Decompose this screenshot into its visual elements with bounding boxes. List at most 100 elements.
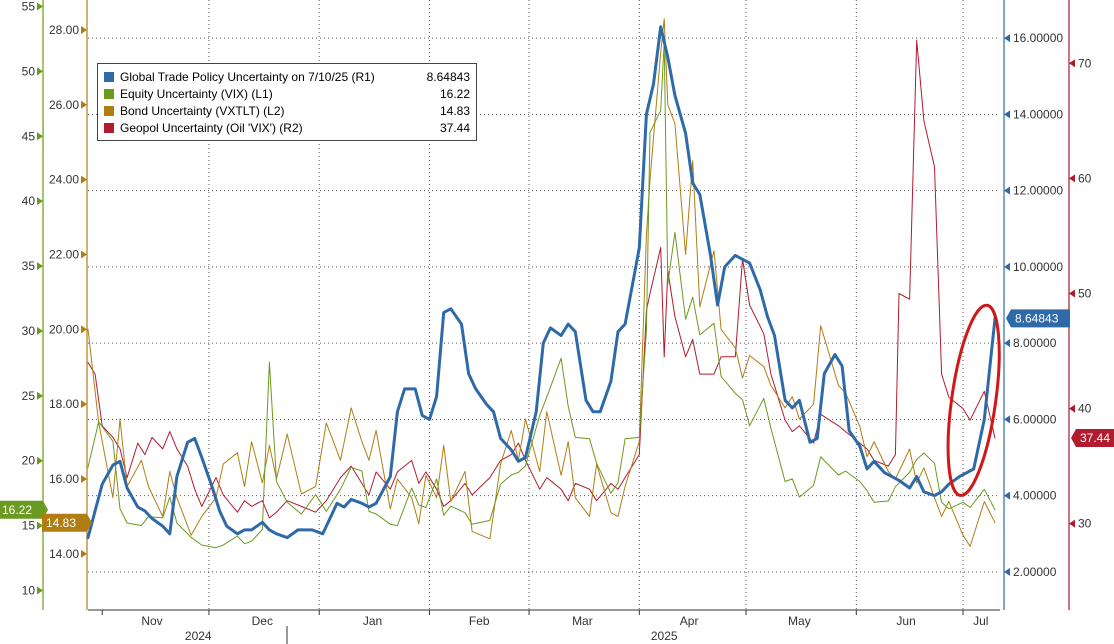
legend-entry: Global Trade Policy Uncertainty on 7/10/… [104,68,470,85]
r1-tick-marker [1004,415,1010,424]
l1-tick-label: 55 [22,0,36,13]
series-lines [86,18,997,549]
l1-tick-marker [37,586,43,595]
r1-tick-label: 14.00000 [1013,107,1063,121]
l2-tick-marker [81,400,87,409]
l1-tick-label: 40 [22,194,36,208]
r2-tick-label: 40 [1078,402,1092,416]
l1-tick-label: 50 [22,64,36,78]
r2-tick-marker [1069,289,1075,298]
x-tick-label: Mar [572,614,593,628]
l1-tick-marker [37,456,43,465]
r1-tick-label: 16.00000 [1013,31,1063,45]
legend-entry: Equity Uncertainty (VIX) (L1) 16.22 [104,85,470,102]
l1-tick-marker [37,391,43,400]
x-tick-label: May [788,614,811,628]
series-vxtlt-line [87,18,996,547]
series-oil-vix-line [87,39,996,519]
legend-label: Geopol Uncertainty (Oil 'VIX') (R2) [120,120,303,135]
r1-tick-label: 4.00000 [1013,489,1057,503]
legend-value: 14.83 [439,103,470,118]
l1-tick-label: 30 [22,324,36,338]
l2-tick-label: 28.00 [49,23,79,37]
r1-tick-marker [1004,110,1010,119]
l1-tick-marker [37,2,43,11]
l2-tick-marker [81,549,87,558]
l2-tick-label: 24.00 [49,173,79,187]
l1-tick-marker [37,132,43,141]
l2-tick-label: 26.00 [49,98,79,112]
x-tick-label: Feb [469,614,490,628]
l1-last-value-badge [0,500,48,519]
r1-tick-label: 6.00000 [1013,412,1057,426]
x-tick-label: Dec [252,614,273,628]
r2-last-value-badge [1071,429,1114,448]
x-year-label: 2024 [185,629,212,643]
series-vix-line [87,41,996,549]
legend-swatch [104,122,114,133]
r1-last-value-badge [1006,309,1070,328]
x-tick-label: Apr [680,614,699,628]
legend-swatch [104,88,114,99]
l2-tick-label: 20.00 [49,322,79,336]
legend-label: Global Trade Policy Uncertainty on 7/10/… [120,69,375,84]
l1-tick-marker [37,67,43,76]
r1-tick-label: 10.00000 [1013,260,1063,274]
r1-tick-marker [1004,186,1010,195]
r1-last-value-text: 8.64843 [1015,311,1059,325]
l2-last-value-text: 14.83 [46,516,76,530]
legend-swatch [104,71,114,82]
x-tick-label: Jul [973,614,988,628]
r2-last-value-text: 37.44 [1080,431,1110,445]
l1-tick-label: 45 [22,129,36,143]
l2-tick-marker [81,250,87,259]
r1-tick-label: 8.00000 [1013,336,1057,350]
l1-tick-marker [37,521,43,530]
r2-tick-marker [1069,59,1075,68]
legend-swatch [104,105,114,116]
legend-entry: Geopol Uncertainty (Oil 'VIX') (R2) 37.4… [104,119,470,136]
l1-tick-label: 35 [22,259,36,273]
highlight-ellipse [946,303,1001,497]
l1-last-value-text: 16.22 [2,503,32,517]
l1-tick-marker [37,326,43,335]
l1-tick-marker [37,197,43,206]
r1-tick-label: 2.00000 [1013,565,1057,579]
x-tick-label: Jan [363,614,382,628]
x-tick-label: Jun [896,614,915,628]
l2-tick-label: 22.00 [49,247,79,261]
legend: Global Trade Policy Uncertainty on 7/10/… [97,63,477,141]
l2-tick-marker [81,100,87,109]
l2-tick-label: 18.00 [49,397,79,411]
r1-tick-marker [1004,491,1010,500]
r2-tick-marker [1069,404,1075,413]
r1-tick-marker [1004,567,1010,576]
legend-value: 8.64843 [426,69,470,84]
l2-tick-marker [81,325,87,334]
legend-value: 16.22 [439,86,470,101]
x-tick-label: Nov [141,614,162,628]
l2-tick-marker [81,25,87,34]
l1-tick-label: 20 [22,454,36,468]
r2-tick-label: 50 [1078,286,1092,300]
annotations: 16.22 14.83 8.64843 37.44 [0,303,1114,532]
l2-last-value-badge [42,513,92,532]
l2-tick-label: 14.00 [49,547,79,561]
r1-tick-marker [1004,34,1010,43]
r2-tick-label: 30 [1078,517,1092,531]
legend-value: 37.44 [439,120,470,135]
legend-label: Bond Uncertainty (VXTLT) (L2) [120,103,285,118]
l1-tick-label: 10 [22,584,36,598]
l2-tick-marker [81,475,87,484]
series-trade-policy-line [86,25,997,540]
r1-tick-marker [1004,339,1010,348]
legend-label: Equity Uncertainty (VIX) (L1) [120,86,273,101]
l1-tick-label: 25 [22,389,36,403]
r2-tick-label: 70 [1078,56,1092,70]
x-year-label: 2025 [651,629,678,643]
r1-tick-marker [1004,262,1010,271]
legend-entry: Bond Uncertainty (VXTLT) (L2) 14.83 [104,102,470,119]
